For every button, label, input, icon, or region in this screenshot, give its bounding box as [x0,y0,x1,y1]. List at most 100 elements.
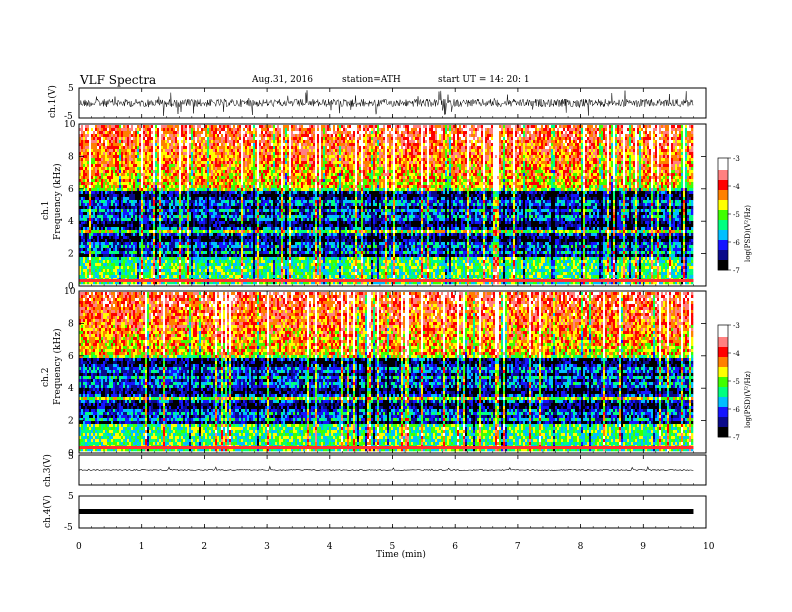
spectrogram-cell [611,146,614,150]
spectrogram-cell [197,125,200,129]
spectrogram-cell [413,146,416,150]
spectrogram-cell [379,128,382,132]
spectrogram-cell [191,155,194,159]
spectrogram-cell [213,170,216,174]
spectrogram-cell [353,161,356,165]
spectrogram-cell [315,158,318,162]
spectrogram-cell [85,140,88,144]
spectrogram-cell [139,161,142,165]
spectrogram-cell [471,152,474,156]
spectrogram-cell [429,143,432,147]
spectrogram-cell [205,164,208,168]
spectrogram-cell [487,125,490,129]
spectrogram-cell [403,134,406,138]
spectrogram-cell [435,143,438,147]
spectrogram-cell [515,149,518,153]
spectrogram-cell [295,125,298,129]
spectrogram-cell [487,131,490,135]
spectrogram-cell [235,161,238,165]
spectrogram-cell [309,155,312,159]
spectrogram-cell [619,155,622,159]
spectrogram-cell [249,149,252,153]
spectrogram-cell [415,143,418,147]
spectrogram-cell [231,143,234,147]
spectrogram-cell [351,134,354,138]
spectrogram-cell [95,152,98,156]
spectrogram-cell [185,125,188,129]
spectrogram-cell [339,167,342,171]
spectrogram-cell [135,155,138,159]
spectrogram-cell [329,152,332,156]
spectrogram-cell [369,167,372,171]
spectrogram-cell [567,143,570,147]
spectrogram-cell [233,143,236,147]
spectrogram-cell [299,143,302,147]
spectrogram-cell [555,167,558,171]
spectrogram-cell [377,155,380,159]
spectrogram-cell [599,134,602,138]
spectrogram-cell [209,143,212,147]
spectrogram-cell [629,140,632,144]
spectrogram-cell [135,146,138,150]
spectrogram-cell [551,134,554,138]
spectrogram-cell [379,140,382,144]
spectrogram-cell [351,155,354,159]
spectrogram-cell [259,131,262,135]
spectrogram-cell [235,131,238,135]
spectrogram-cell [217,128,220,132]
spectrogram-cell [211,164,214,168]
spectrogram-cell [297,137,300,141]
spectrogram-cell [105,125,108,129]
spectrogram-cell [181,158,184,162]
spectrogram-cell [447,140,450,144]
spectrogram-cell [431,155,434,159]
spectrogram-cell [273,146,276,150]
spectrogram-cell [633,170,636,174]
spectrogram-cell [145,155,148,159]
spectrogram-cell [669,149,672,153]
spectrogram-cell [457,170,460,174]
spectrogram-cell [463,128,466,132]
spectrogram-cell [311,152,314,156]
spectrogram-cell [119,158,122,162]
spectrogram-cell [275,140,278,144]
spectrogram-cell [491,137,494,141]
spectrogram-cell [495,137,498,141]
spectrogram-cell [571,161,574,165]
spectrogram-cell [583,170,586,174]
spectrogram-cell [523,146,526,150]
spectrogram-cell [643,149,646,153]
spectrogram-cell [141,143,144,147]
spectrogram-cell [187,128,190,132]
spectrogram-cell [183,164,186,168]
spectrogram-cell [265,161,268,165]
spectrogram-cell [425,167,428,171]
spectrogram-cell [179,125,182,129]
spectrogram-cell [299,170,302,174]
spectrogram-cell [389,149,392,153]
spectrogram-cell [159,155,162,159]
spectrogram-cell [489,170,492,174]
spectrogram-cell [477,137,480,141]
spectrogram-cell [307,125,310,129]
spectrogram-cell [375,131,378,135]
spectrogram-cell [643,152,646,156]
spectrogram-cell [473,140,476,144]
spectrogram-cell [345,152,348,156]
spectrogram-cell [481,161,484,165]
spectrogram-cell [651,170,654,174]
spectrogram-cell [255,161,258,165]
spectrogram-cell [449,170,452,174]
spectrogram-cell [215,128,218,132]
spectrogram-cell [167,164,170,168]
spectrogram-cell [371,152,374,156]
spectrogram-cell [369,134,372,138]
spectrogram-cell [325,158,328,162]
spectrogram-cell [219,137,222,141]
spectrogram-cell [283,146,286,150]
spectrogram-cell [665,128,668,132]
spectrogram-cell [685,134,688,138]
spectrogram-cell [337,164,340,168]
spectrogram-cell [251,149,254,153]
spectrogram-cell [533,137,536,141]
